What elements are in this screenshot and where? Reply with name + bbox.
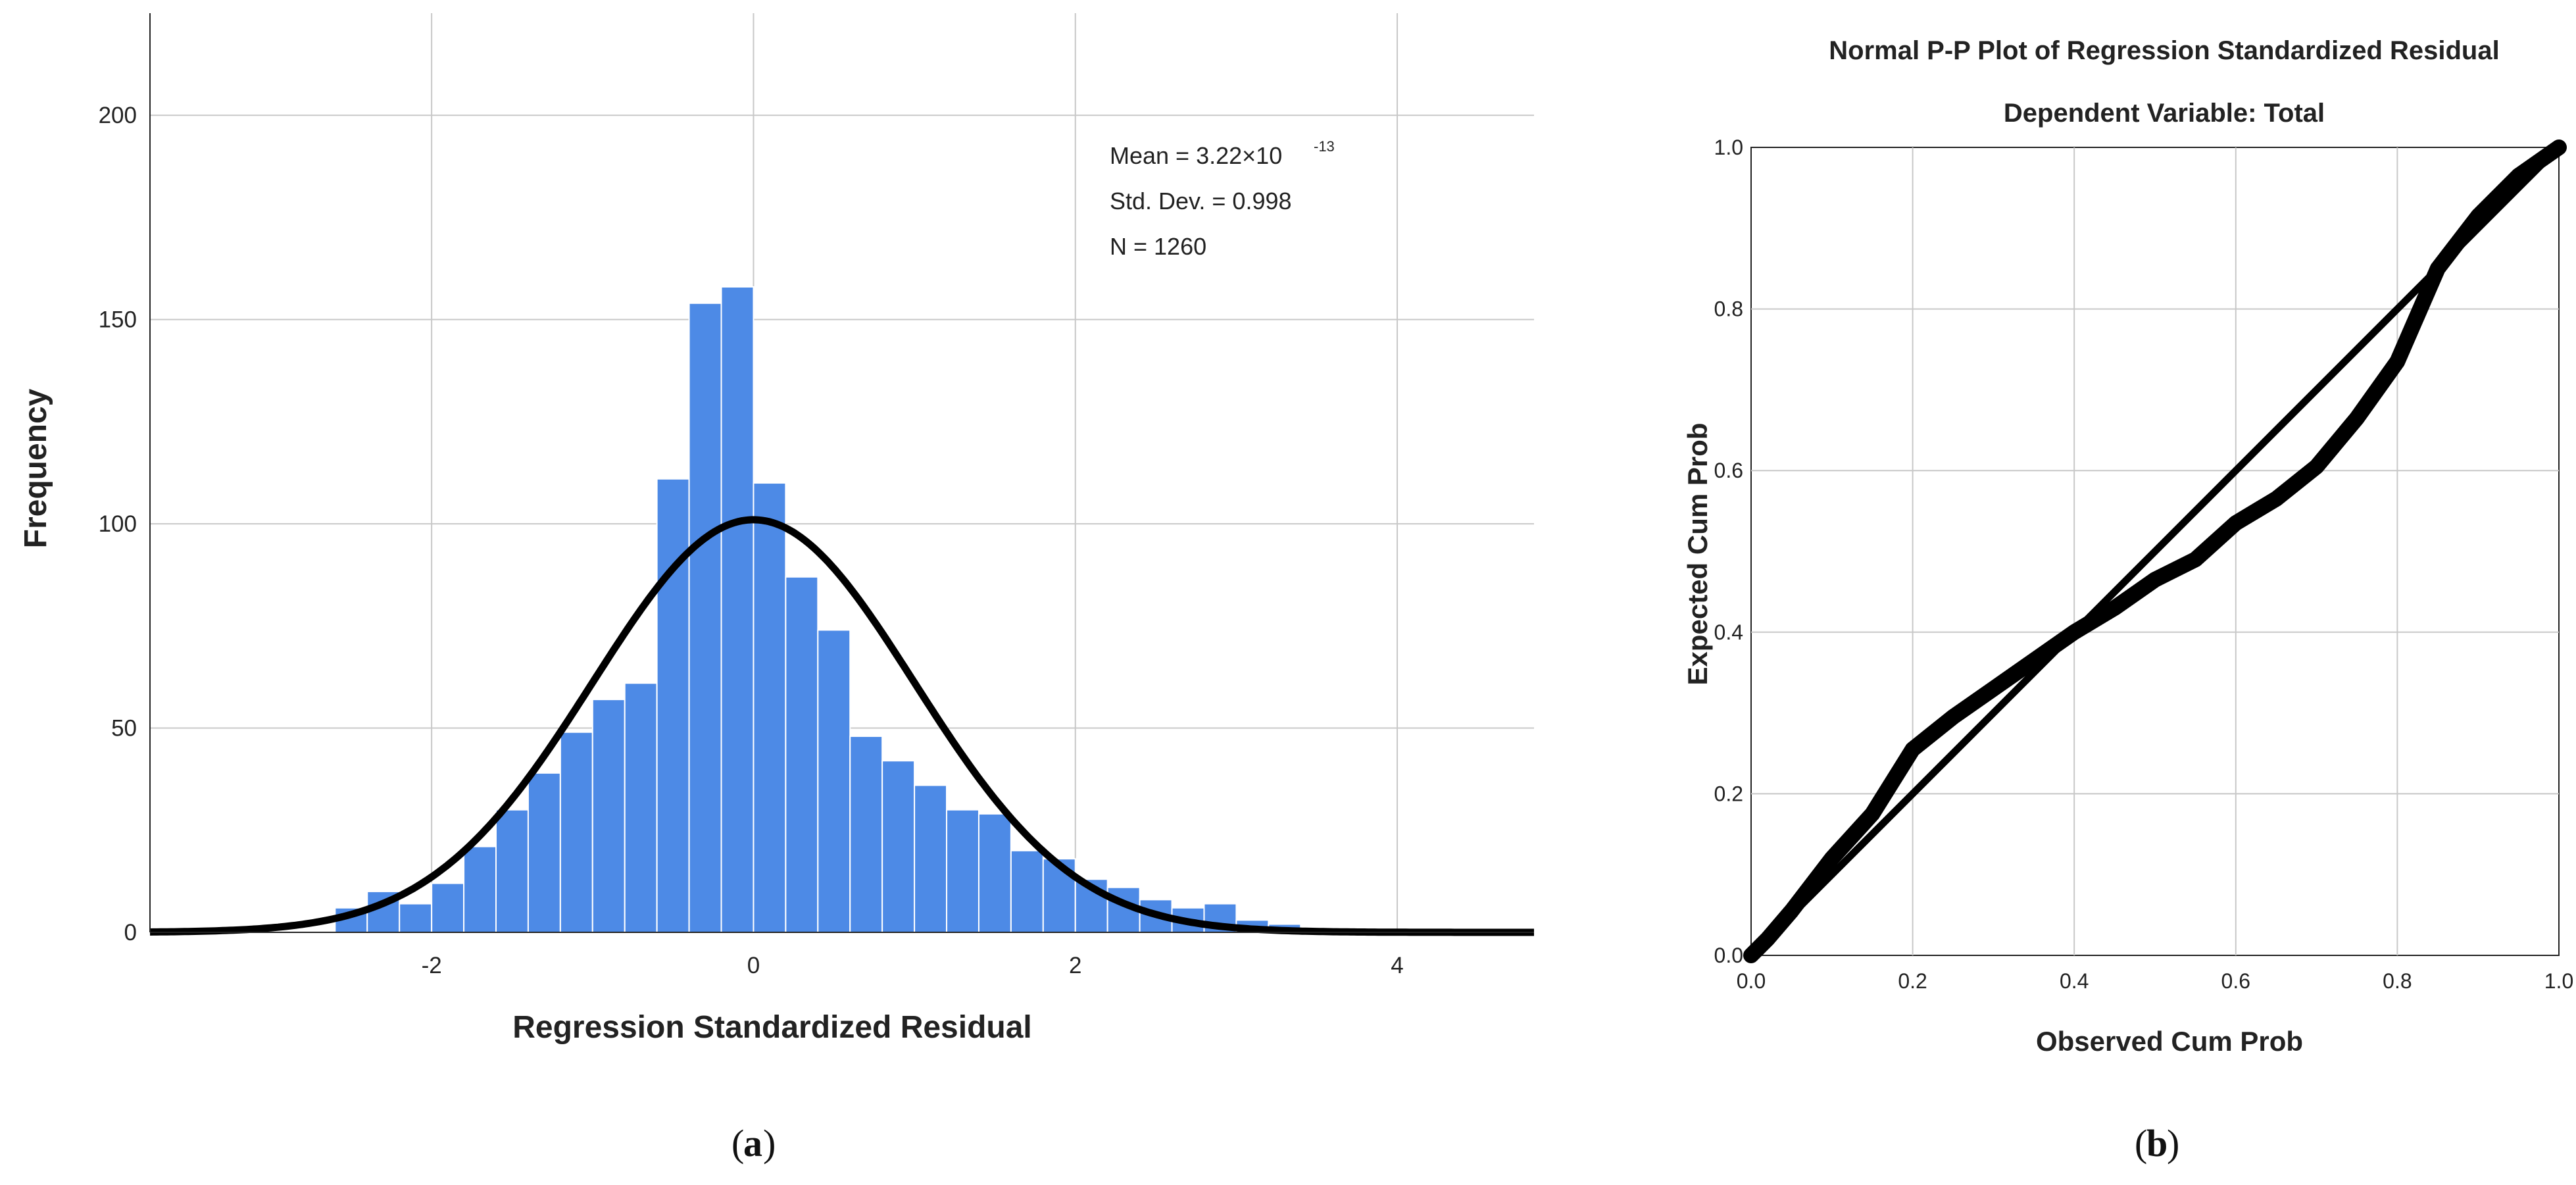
y-tick-label: 0.6 [1714, 459, 1743, 482]
pp-x-axis-title: Observed Cum Prob [2036, 1026, 2303, 1057]
histogram-bar [753, 482, 787, 933]
histogram-bar [656, 478, 690, 933]
x-tick-label: 1.0 [2544, 969, 2573, 993]
histogram-bar [463, 845, 497, 933]
histogram-bar [527, 772, 561, 934]
histogram-bar [881, 760, 916, 934]
y-tick-label: 100 [99, 511, 137, 537]
x-tick-label: 2 [1069, 953, 1081, 978]
histogram-x-axis-title: Regression Standardized Residual [512, 1010, 1032, 1045]
x-tick-label: 0.0 [1737, 969, 1766, 993]
x-tick-label: 0 [747, 953, 760, 978]
pp-y-axis-title: Expected Cum Prob [1682, 422, 1713, 685]
histogram-bar [591, 699, 626, 934]
histogram-bar [1010, 849, 1044, 934]
y-tick-label: 200 [99, 103, 137, 128]
histogram-panel: -2 0 2 4 0 50 100 150 200 Regression Standardiz… [18, 13, 1534, 1165]
histogram-bar [720, 286, 755, 933]
histogram-y-axis-title: Frequency [18, 388, 53, 548]
pp-plot-frame [1750, 147, 2560, 956]
y-tick-label: 50 [111, 716, 137, 742]
x-tick-label: 0.2 [1898, 969, 1927, 993]
histogram-bar [978, 813, 1012, 934]
histogram-bar [559, 731, 593, 933]
y-tick-label: 1.0 [1714, 136, 1743, 159]
x-tick-label: 4 [1391, 953, 1403, 978]
std-annotation: Std. Dev. = 0.998 [1110, 188, 1292, 214]
x-tick-label: 0.4 [2060, 969, 2089, 993]
histogram-bar [431, 882, 465, 933]
svg-text:): ) [763, 1122, 776, 1165]
x-tick-label: 0.8 [2383, 969, 2412, 993]
histogram-y-tick-labels: 0 50 100 150 200 [99, 103, 137, 945]
histogram-bar [785, 576, 819, 933]
histogram-bar [849, 735, 883, 934]
histogram-bar [688, 302, 722, 933]
histogram-stats-box: Mean = 3.22×10 -13 Std. Dev. = 0.998 N =… [1110, 138, 1335, 260]
pp-y-tick-labels: 0.0 0.2 0.4 0.6 0.8 1.0 [1714, 136, 1743, 967]
pp-plot-subtitle: Dependent Variable: Total [2004, 99, 2325, 128]
panel-label-a-letter: a [743, 1122, 762, 1165]
y-tick-label: 150 [99, 307, 137, 333]
x-tick-label: -2 [422, 953, 442, 978]
panel-label-a: ( a ) [731, 1122, 776, 1165]
y-tick-label: 0 [124, 920, 137, 945]
pp-plot-title: Normal P-P Plot of Regression Standardiz… [1829, 36, 2499, 65]
panel-label-b-letter: b [2146, 1122, 2167, 1165]
histogram-bar [495, 809, 529, 933]
histogram-bar [817, 629, 851, 933]
histogram-bar [946, 809, 979, 933]
pp-observed-curve [1743, 139, 2567, 963]
mean-exponent: -13 [1314, 138, 1335, 155]
histogram-bar [399, 903, 433, 933]
histogram-x-tick-labels: -2 0 2 4 [422, 953, 1404, 978]
mean-annotation: Mean = 3.22×10 [1110, 142, 1282, 169]
n-annotation: N = 1260 [1110, 233, 1206, 260]
panel-label-b: ( b ) [2135, 1122, 2179, 1165]
histogram-bar [914, 784, 948, 933]
svg-text:(: ( [2135, 1122, 2147, 1165]
svg-text:(: ( [731, 1122, 744, 1165]
y-tick-label: 0.4 [1714, 620, 1743, 644]
normal-curve [149, 516, 1534, 936]
y-tick-label: 0.2 [1714, 782, 1743, 805]
histogram-bar [624, 682, 658, 934]
pp-x-tick-labels: 0.0 0.2 0.4 0.6 0.8 1.0 [1737, 969, 2573, 993]
y-tick-label: 0.8 [1714, 297, 1743, 321]
x-tick-label: 0.6 [2221, 969, 2250, 993]
svg-text:): ) [2167, 1122, 2179, 1165]
pp-plot-panel: Normal P-P Plot of Regression Standardiz… [1682, 36, 2573, 1165]
y-tick-label: 0.0 [1714, 944, 1743, 967]
